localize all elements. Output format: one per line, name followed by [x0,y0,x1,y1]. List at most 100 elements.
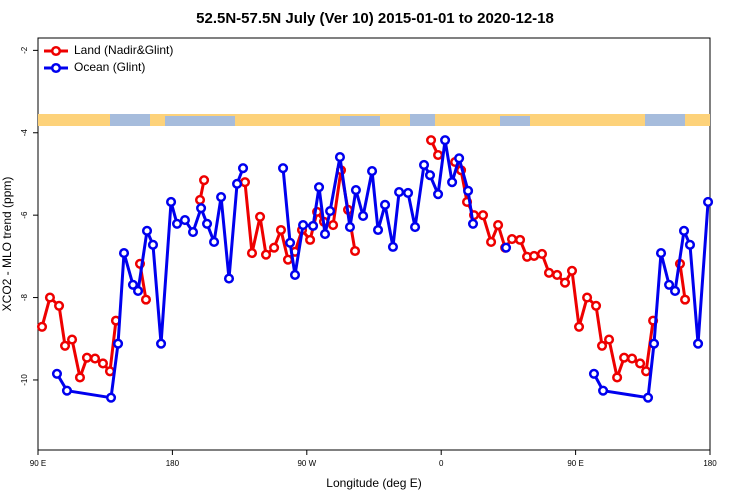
data-point [54,300,65,311]
y-tick-label: -4 [20,129,29,137]
data-point [604,334,615,345]
data-point [680,294,691,305]
data-point [239,177,251,188]
data-point [372,224,384,236]
data-point [147,239,159,250]
data-point [424,170,436,181]
data-point [552,269,563,280]
data-point [582,292,593,303]
data-point [112,338,124,349]
data-point [237,163,249,174]
data-point [278,163,289,174]
data-point [477,210,489,221]
data-point [66,334,78,345]
data-point [559,277,571,288]
data-point [166,196,177,208]
x-tick-label: 90 W [297,459,316,468]
series-line [40,139,687,379]
legend-marker [50,62,62,74]
data-point [289,269,301,280]
data-point [223,273,235,284]
data-point [260,249,272,260]
data-point [196,203,207,214]
data-point [308,220,319,231]
data-point [305,234,316,245]
data-point [282,254,294,265]
data-point [664,279,675,290]
data-point [506,234,518,245]
data-point [591,300,602,311]
data-point [648,338,660,349]
data-point [141,225,153,236]
data-point [514,234,526,245]
data-point [313,182,325,193]
data-point [319,229,331,240]
data-point [334,152,346,163]
data-point [97,358,109,369]
data-point [467,218,479,229]
data-point [156,338,167,349]
data-point [127,279,139,290]
data-point [493,219,504,231]
data-point [350,184,361,196]
data-point [269,242,280,253]
data-point [105,392,117,403]
data-point [612,372,623,383]
data-point [425,135,437,146]
legend-label: Ocean (Glint) [74,60,145,74]
data-point [133,285,144,297]
data-point [566,265,578,276]
data-point [619,352,630,363]
data-point [179,215,190,226]
data-point [418,159,430,170]
map-strip [38,114,710,126]
data-point [140,294,152,305]
y-axis-label: XCO2 - MLO trend (ppm) [0,177,14,312]
legend-marker [50,45,62,57]
data-point [51,368,63,379]
data-point [118,248,130,259]
x-tick-label: 90 E [30,459,46,468]
data-point [410,222,421,233]
data-point [344,222,356,233]
data-point [74,372,86,383]
data-point [402,187,414,198]
data-point [543,267,555,278]
chart-title: 52.5N-57.5N July (Ver 10) 2015-01-01 to … [196,10,554,27]
data-point [275,224,287,236]
data-point [642,392,654,403]
x-axis-label: Longitude (deg E) [326,476,421,490]
data-point [216,191,227,203]
data-point [285,237,296,248]
data-point [433,189,444,200]
data-point [59,340,71,351]
data-point [394,187,405,198]
data-point [635,358,646,369]
data-point [298,219,309,231]
data-point [255,211,266,222]
data-point [447,177,458,188]
data-point [201,218,213,229]
data-point [655,248,667,259]
y-tick-label: -8 [20,293,29,301]
data-point [588,368,600,379]
data-point [349,245,361,257]
data-point [573,321,585,332]
data-point [380,199,391,210]
x-tick-label: 90 E [567,459,583,468]
data-point [194,194,206,205]
data-point [81,352,93,363]
data-point [440,135,451,146]
data-point [171,218,183,229]
data-point [44,292,55,303]
data-point [36,321,48,332]
data-point [500,242,512,253]
data-point [325,205,336,217]
legend-label: Land (Nadir&Glint) [74,43,173,57]
data-point [598,385,609,396]
data-point [187,227,199,238]
series-line [55,138,710,400]
data-point [693,338,704,349]
y-tick-label: -10 [20,374,29,386]
data-point [209,236,220,247]
